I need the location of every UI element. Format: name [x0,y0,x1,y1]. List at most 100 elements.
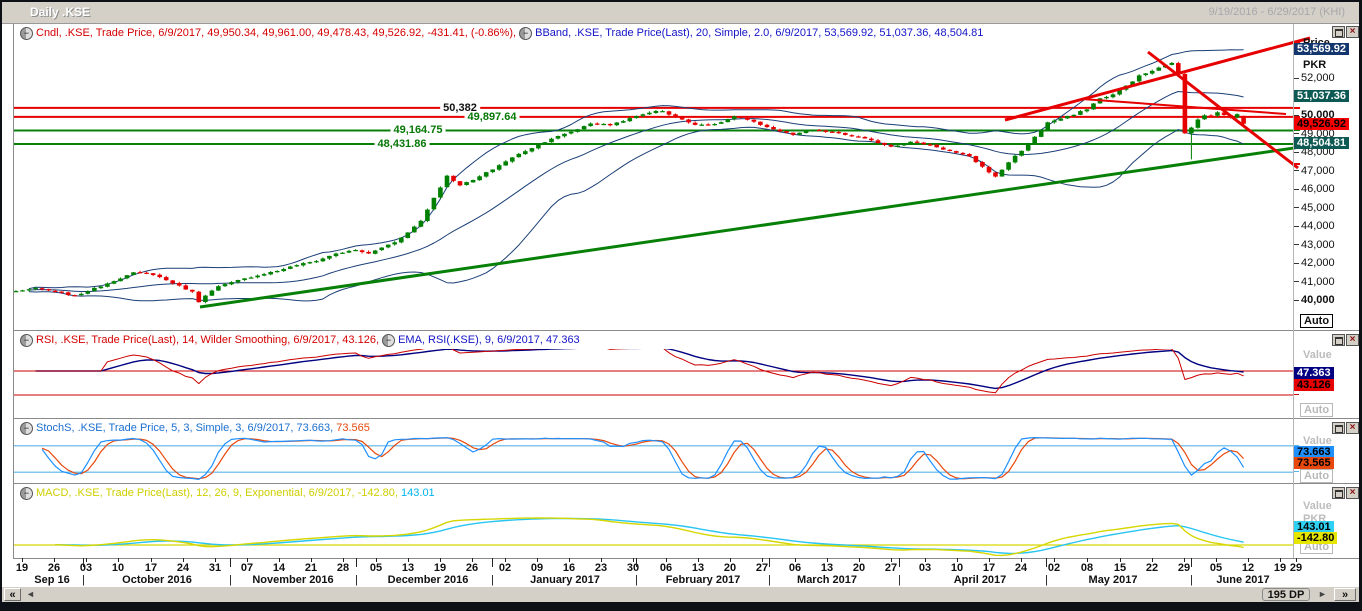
x-tick-label: 03 [918,562,932,574]
x-tick-label: 10 [111,562,125,574]
title-bar[interactable]: Daily .KSE 9/19/2016 - 6/29/2017 (KHI) [2,2,1359,24]
x-tick-dash [376,558,377,562]
x-tick-dash [1054,558,1055,562]
x-tick-label: 26 [465,562,479,574]
x-tick-dash [989,558,990,562]
hline-label: 49,164.75 [390,124,446,136]
close-icon[interactable]: × [1346,422,1359,434]
close-icon[interactable]: × [1346,334,1359,346]
month-boundary-dash [356,558,357,567]
month-label: March 2017 [797,574,857,586]
value-badge: 73.663 [1294,446,1334,458]
rsi-ref-axis-dash [1294,394,1299,395]
close-icon[interactable]: × [1346,26,1359,38]
value-badge: -142.80 [1294,532,1338,544]
x-tick-dash [537,558,538,562]
macd-legend-text: MACD, .KSE, Trade Price(Last), 12, 26, 9… [36,487,402,499]
collapse-icon[interactable]: − [20,334,33,347]
x-tick-label: 10 [950,562,964,574]
x-tick-label: 06 [659,562,673,574]
x-tick-label: 03 [79,562,93,574]
x-tick-label: 16 [562,562,576,574]
y-tick-dash [1294,207,1299,208]
x-tick-dash [1152,558,1153,562]
trendline-axis-dash [1294,163,1300,165]
x-tick-dash [215,558,216,562]
x-tick-dash [1216,558,1217,562]
x-tick-label: 28 [336,562,350,574]
x-tick-label: 07 [240,562,254,574]
x-tick-dash [1087,558,1088,562]
x-tick-label: 15 [1113,562,1127,574]
value-badge: 73.565 [1294,457,1334,469]
month-separator: | [229,574,232,586]
price-auto-toggle[interactable]: Auto [1300,314,1334,328]
y-tick-dash [1294,170,1299,171]
price-legend: − Cndl, .KSE, Trade Price, 6/9/2017, 49,9… [20,27,983,41]
plot-left-border [13,24,14,558]
pane-separator[interactable] [13,483,1359,484]
rsi-axis-title: Value [1303,349,1332,361]
x-tick-label: 02 [498,562,512,574]
value-badge: 51,037.36 [1294,90,1349,102]
month-separator: | [491,574,494,586]
collapse-icon[interactable]: − [519,27,533,40]
month-label: January 2017 [530,574,600,586]
collapse-icon[interactable]: − [20,27,33,40]
hline-label: 49,897.64 [464,111,520,123]
restore-icon[interactable] [1332,26,1345,38]
x-tick-label: 22 [1145,562,1159,574]
x-tick-dash [22,558,23,562]
x-tick-dash [1120,558,1121,562]
y-tick-label: 48,000 [1301,146,1335,158]
pane-separator[interactable] [13,418,1359,419]
x-tick-dash [118,558,119,562]
scroll-right-arrow-icon[interactable]: ► [1318,589,1327,599]
x-tick-dash [505,558,506,562]
stoch-auto-toggle[interactable]: Auto [1300,469,1334,483]
collapse-icon[interactable]: − [382,334,396,347]
x-tick-dash [408,558,409,562]
bband-legend-text: BBand, .KSE, Trade Price(Last), 20, Simp… [535,27,984,39]
collapse-icon[interactable]: − [20,487,33,500]
y-tick-label: 52,000 [1301,72,1335,84]
x-tick-dash [86,558,87,562]
stoch-legend: − StochS, .KSE, Trade Price, 5, 3, Simple… [20,422,370,436]
pane-separator[interactable] [13,330,1359,331]
x-tick-label: 26 [47,562,61,574]
restore-icon[interactable] [1332,487,1345,499]
ema-legend-text: EMA, RSI(.KSE), 9, 6/9/2017, 47.363 [398,334,580,346]
x-tick-label: 31 [208,562,222,574]
scroll-far-right-button[interactable]: » [1334,588,1356,601]
x-tick-label: 13 [691,562,705,574]
x-tick-label: 13 [820,562,834,574]
scroll-left-arrow-icon[interactable]: ◄ [26,589,35,599]
rsi-auto-toggle[interactable]: Auto [1300,403,1334,417]
x-tick-dash [730,558,731,562]
x-tick-label: 02 [1047,562,1061,574]
x-tick-dash [151,558,152,562]
close-icon[interactable]: × [1346,487,1359,499]
month-label: April 2017 [953,574,1007,586]
y-tick-label: 42,000 [1301,257,1335,269]
x-tick-label: 19 [15,562,29,574]
restore-icon[interactable] [1332,422,1345,434]
scroll-far-left-button[interactable]: « [4,588,21,601]
x-tick-dash [891,558,892,562]
restore-icon[interactable] [1332,334,1345,346]
y-tick-dash [1294,152,1299,153]
x-tick-dash [311,558,312,562]
x-tick-label: 12 [1241,562,1255,574]
data-points-button[interactable]: 195 DP [1262,588,1310,601]
x-tick-dash [1184,558,1185,562]
horizontal-scrollbar[interactable]: « ◄ 195 DP ► » [2,587,1359,602]
y-tick-dash [1294,281,1299,282]
y-tick-dash [1294,226,1299,227]
month-boundary-dash [636,558,637,567]
stoch-d-value: 73.565 [336,422,370,434]
collapse-icon[interactable]: − [20,422,33,435]
value-badge: 48,504.81 [1294,137,1349,149]
value-badge: 53,569.92 [1294,43,1349,55]
x-tick-label: 20 [723,562,737,574]
month-boundary-dash [899,558,900,567]
